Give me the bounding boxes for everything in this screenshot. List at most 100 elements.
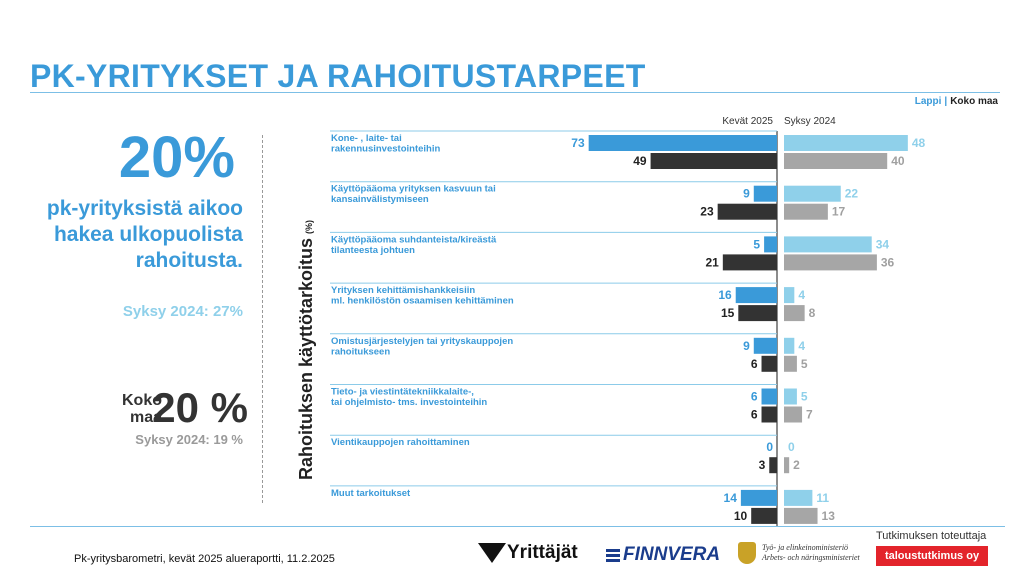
bar (784, 507, 818, 524)
bar (784, 185, 841, 202)
bar (784, 489, 813, 506)
title-underline (30, 92, 1000, 93)
bar (588, 135, 777, 151)
data-label: 5 (801, 357, 808, 371)
executor-label: Tutkimuksen toteuttaja (876, 530, 987, 542)
category-label: Käyttöpääoma yrityksen kasvuun tai (331, 184, 496, 195)
headline-previous: Syksy 2024: 27% (122, 303, 243, 320)
divider-dashed (262, 135, 263, 503)
category-label: ml. henkilöstön osaamisen kehittäminen (331, 296, 514, 307)
category-label: tai ohjelmisto- tms. investointeihin (331, 397, 487, 408)
data-label: 14 (724, 491, 738, 505)
finnvera-logo: FINNVERA (606, 544, 720, 566)
period-label-spring: Kevät 2025 (722, 116, 773, 127)
bar (735, 287, 777, 304)
data-label: 9 (743, 187, 750, 201)
category-label: Tieto- ja viestintätekniikkalaite-, (331, 387, 474, 398)
yrittajat-logo: Yrittäjät (478, 542, 578, 564)
headline-value: 20% (118, 125, 235, 190)
data-label: 7 (806, 408, 813, 422)
legend-koko-maa: Koko maa (950, 96, 998, 107)
data-label: 5 (801, 390, 808, 404)
koko-maa-previous: Syksy 2024: 19 % (135, 432, 243, 447)
data-label: 9 (743, 339, 750, 353)
bar (769, 457, 777, 474)
tem-logo-line1: Työ- ja elinkeinoministeriö (762, 543, 849, 552)
period-label-autumn: Syksy 2024 (784, 116, 836, 127)
bar (751, 507, 777, 524)
category-label: Vientikauppojen rahoittaminen (331, 437, 470, 448)
bar (784, 355, 797, 372)
koko-maa-label: Koko maa (122, 392, 162, 426)
bar (784, 337, 795, 354)
bar (717, 203, 777, 220)
finnvera-logo-icon (606, 548, 620, 562)
bar (784, 406, 803, 423)
footer-source: Pk-yritysbarometri, kevät 2025 aluerapor… (74, 553, 335, 565)
category-label: tilanteesta johtuen (331, 245, 415, 256)
data-label: 8 (809, 306, 816, 320)
legend-separator: | (944, 96, 948, 107)
finnvera-logo-text: FINNVERA (623, 544, 721, 565)
data-label: 6 (751, 357, 758, 371)
yrittajat-logo-text: Yrittäjät (507, 542, 578, 563)
data-label: 36 (881, 255, 895, 269)
data-label: 2 (793, 458, 800, 472)
category-label: Kone- , laite- tai (331, 133, 402, 144)
yrittajat-logo-icon (478, 543, 506, 563)
bar (784, 153, 888, 169)
bar (753, 337, 777, 354)
bar (738, 305, 777, 322)
lion-crest-icon (738, 542, 756, 564)
bar (650, 153, 777, 169)
legend-lappi: Lappi (914, 96, 942, 107)
data-label: 10 (734, 509, 748, 523)
koko-maa-value: 20 % (152, 384, 248, 431)
data-label: 17 (832, 205, 846, 219)
data-label: 4 (798, 288, 805, 302)
bar (784, 236, 872, 253)
bar (784, 254, 877, 271)
bar (784, 388, 797, 405)
data-label: 0 (766, 440, 773, 454)
bar (740, 489, 777, 506)
bar (764, 236, 777, 253)
data-label: 40 (891, 154, 905, 168)
data-label: 49 (633, 154, 647, 168)
category-label: rakennusinvestointeihin (331, 144, 440, 155)
data-label: 11 (816, 491, 829, 505)
tem-logo: Työ- ja elinkeinoministeriö Arbets- och n… (738, 542, 860, 564)
headline-text: pk-yrityksistä aikoo hakea ulkopuolista … (46, 197, 243, 272)
data-label: 23 (700, 205, 714, 219)
bar (761, 406, 777, 423)
data-label: 34 (876, 237, 890, 251)
category-label: Omistusjärjestelyjen tai yrityskauppojen (331, 336, 513, 347)
data-label: 13 (822, 509, 836, 523)
bar (784, 457, 790, 474)
category-label: rahoitukseen (331, 346, 390, 357)
category-label: Yrityksen kehittämishankkeisiin (331, 285, 475, 296)
data-label: 3 (759, 458, 766, 472)
data-label: 21 (705, 255, 719, 269)
category-label: Muut tarkoitukset (331, 488, 411, 499)
bar (761, 355, 777, 372)
data-label: 0 (788, 440, 795, 454)
data-label: 48 (912, 136, 926, 150)
data-label: 6 (751, 408, 758, 422)
legend: Lappi | Koko maa (915, 96, 998, 107)
bar (761, 388, 777, 405)
bar (784, 305, 805, 322)
data-label: 5 (753, 237, 760, 251)
data-label: 22 (845, 187, 859, 201)
category-label: kansainvälistymiseen (331, 194, 429, 205)
data-label: 15 (721, 306, 735, 320)
bar (753, 185, 777, 202)
page-title: PK-YRITYKSET JA RAHOITUSTARPEET (30, 58, 646, 94)
data-label: 4 (798, 339, 805, 353)
bar (784, 203, 828, 220)
data-label: 16 (718, 288, 732, 302)
footer-rule (30, 526, 1005, 527)
bar (784, 135, 908, 151)
data-label: 73 (571, 136, 585, 150)
